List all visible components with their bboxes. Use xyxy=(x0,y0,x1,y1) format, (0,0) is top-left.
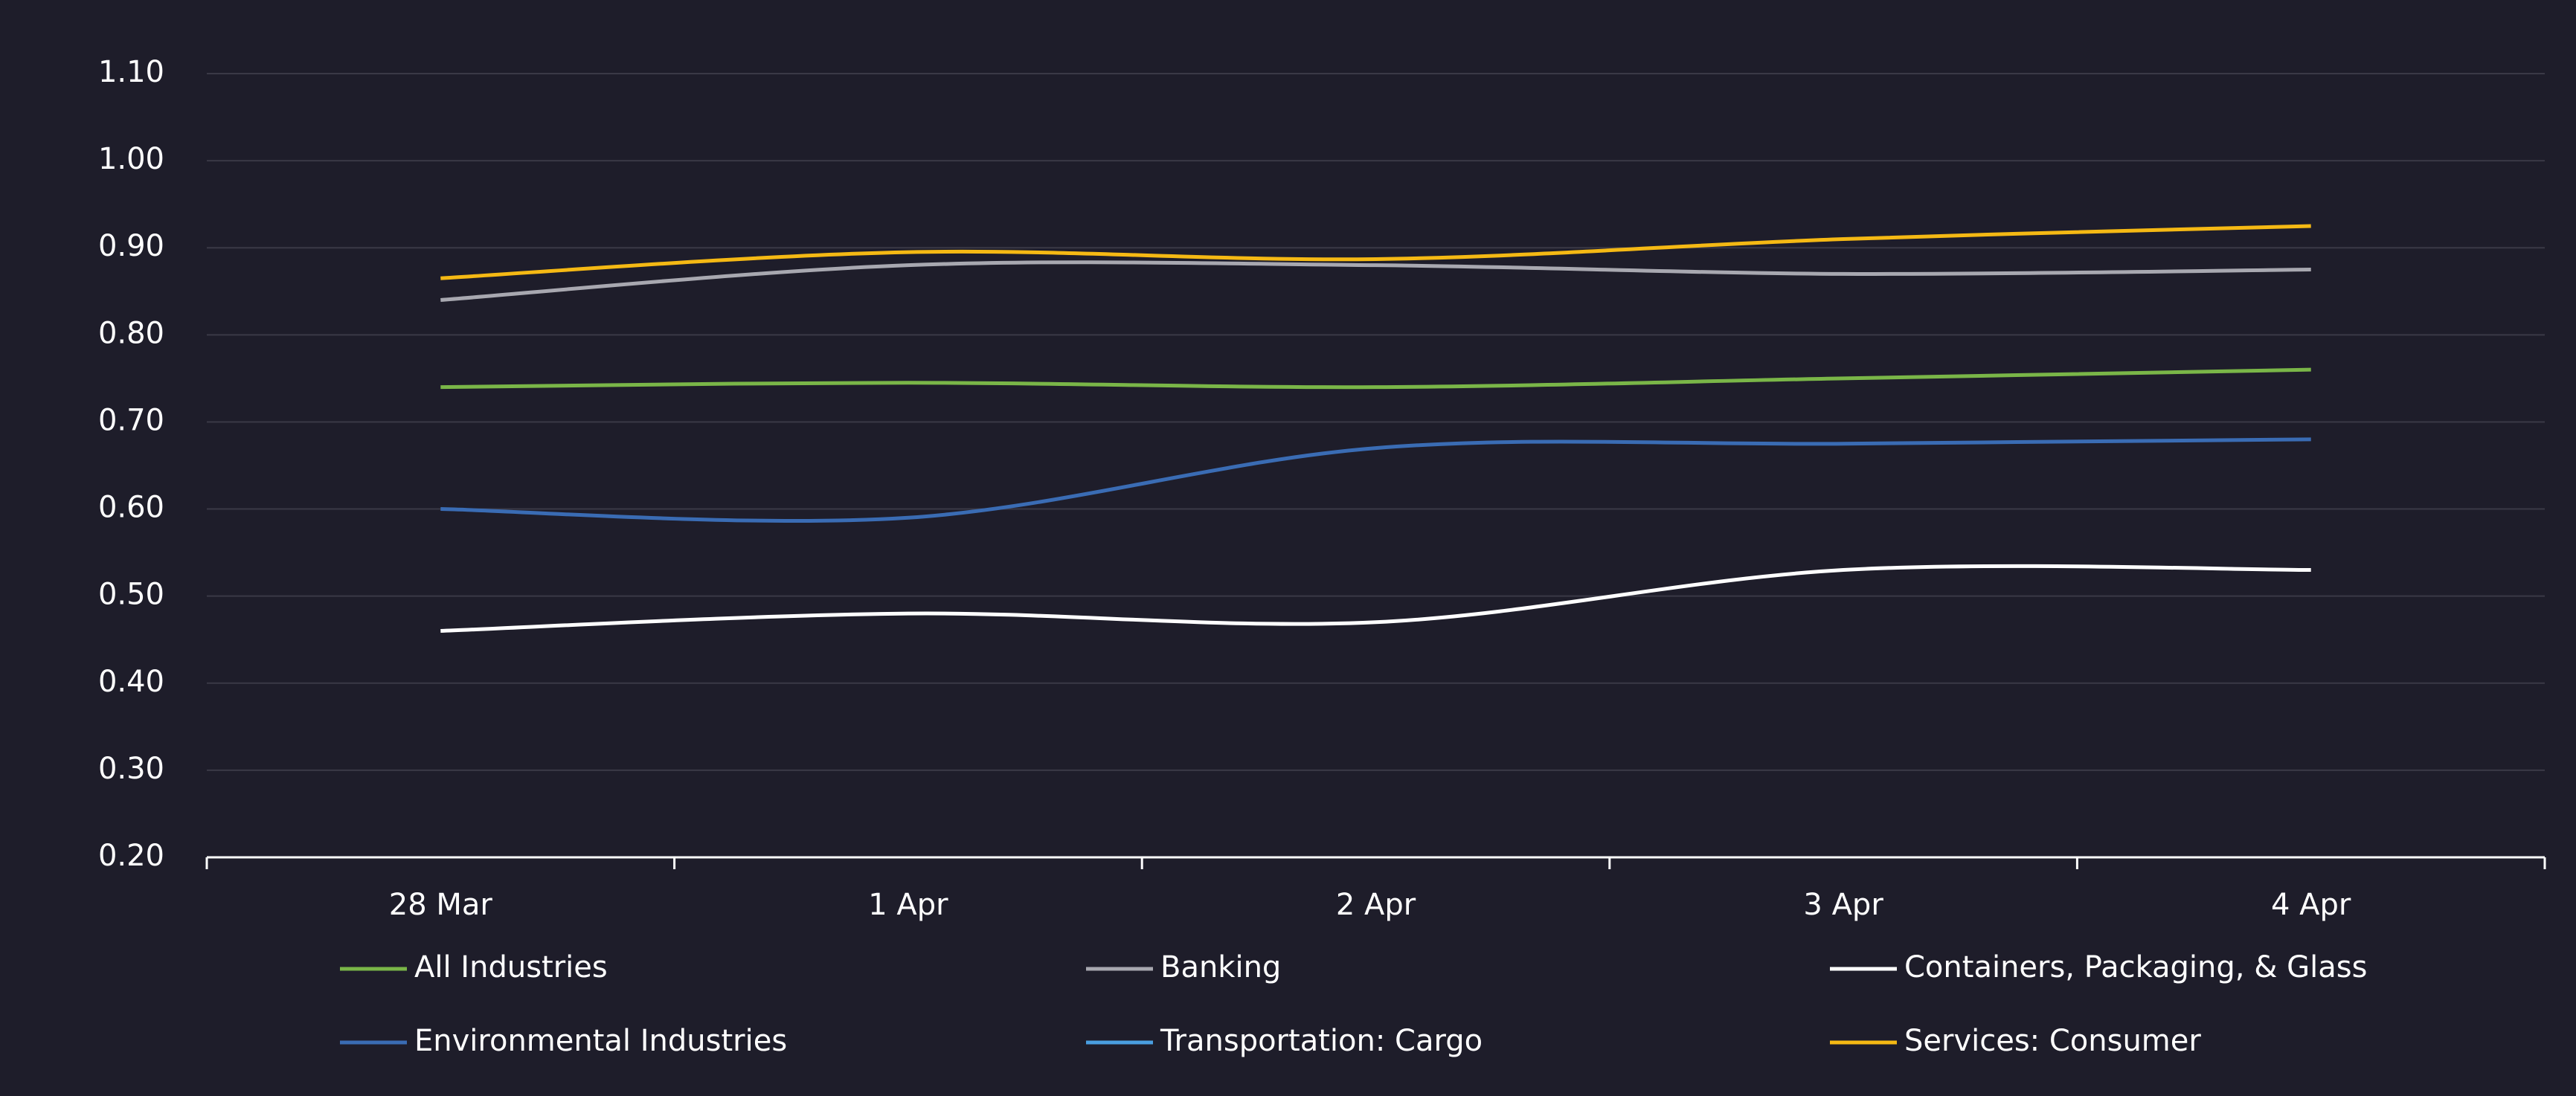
y-tick-label: 1.10 xyxy=(98,55,164,89)
series-line xyxy=(440,367,2311,390)
y-tick-label: 0.50 xyxy=(98,578,164,612)
y-tick-label: 0.90 xyxy=(98,229,164,263)
y-tick-label: 0.60 xyxy=(98,491,164,525)
series-line xyxy=(440,437,2311,523)
series-line xyxy=(440,260,2311,302)
series-line xyxy=(440,564,2311,634)
legend-label: All Industries xyxy=(414,950,608,984)
x-tick-label: 1 Apr xyxy=(868,888,948,922)
x-tick-label: 3 Apr xyxy=(1803,888,1883,922)
x-tick-label: 4 Apr xyxy=(2271,888,2351,922)
legend-label: Transportation: Cargo xyxy=(1160,1024,1483,1058)
legend-label: Environmental Industries xyxy=(414,1024,787,1058)
series-line xyxy=(440,224,2311,280)
legend-label: Services: Consumer xyxy=(1904,1024,2201,1058)
y-tick-label: 0.70 xyxy=(98,403,164,437)
legend-label: Containers, Packaging, & Glass xyxy=(1904,950,2367,984)
x-tick-label: 28 Mar xyxy=(389,888,493,922)
legend-label: Banking xyxy=(1160,950,1281,984)
y-tick-label: 0.40 xyxy=(98,665,164,699)
y-tick-label: 0.80 xyxy=(98,316,164,350)
y-tick-label: 0.20 xyxy=(98,839,164,873)
x-tick-label: 2 Apr xyxy=(1336,888,1416,922)
y-tick-label: 0.30 xyxy=(98,752,164,786)
y-tick-label: 1.00 xyxy=(98,142,164,176)
